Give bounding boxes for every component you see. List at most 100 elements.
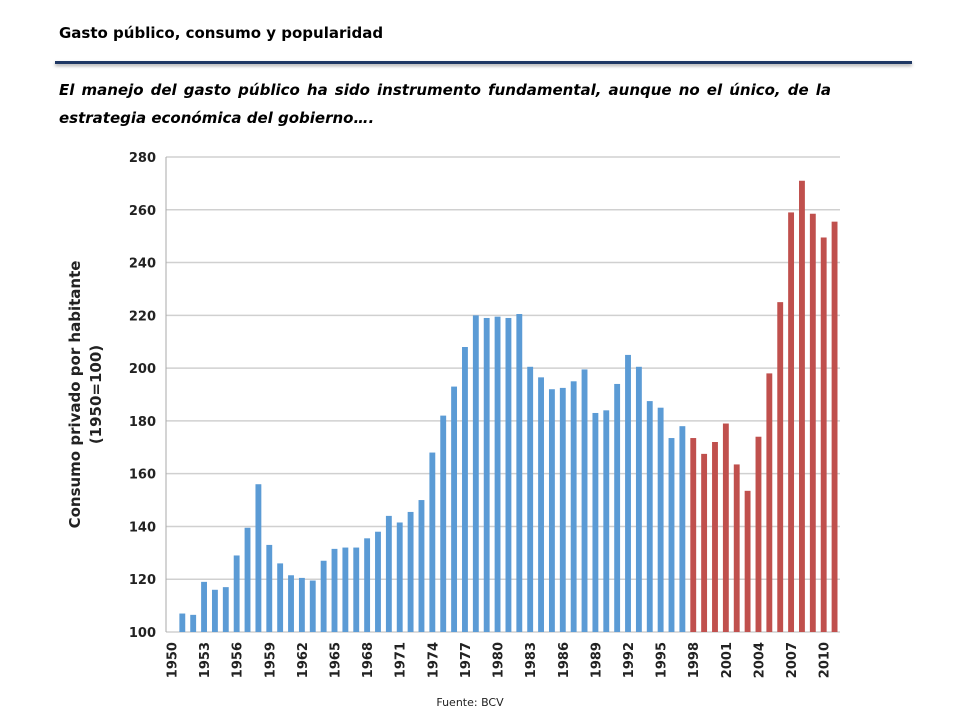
y-tick-label: 220 <box>129 309 156 324</box>
bar <box>375 531 381 632</box>
x-tick-label: 1998 <box>687 642 702 678</box>
bar <box>505 317 512 632</box>
bar <box>592 412 599 632</box>
bar <box>614 383 621 632</box>
bar <box>527 366 534 632</box>
bar <box>309 580 316 632</box>
bar <box>407 511 414 632</box>
y-axis-label: (1950=100) <box>87 345 105 444</box>
x-tick-label: 1953 <box>198 642 213 678</box>
bar <box>255 484 262 632</box>
bar <box>548 389 555 632</box>
x-tick-label: 1971 <box>394 642 409 678</box>
bar <box>451 386 458 632</box>
bar <box>364 538 371 632</box>
bar <box>462 347 468 632</box>
x-tick-label: 1950 <box>165 642 180 678</box>
y-tick-label: 180 <box>129 415 156 430</box>
x-tick-label: 1983 <box>524 642 539 678</box>
x-tick-label: 1980 <box>492 642 507 678</box>
y-axis-label: Consumo privado por habitante <box>66 261 84 529</box>
bar <box>570 381 577 632</box>
x-tick-label: 2001 <box>720 642 735 678</box>
bar <box>418 500 425 632</box>
x-tick-label: 1956 <box>231 642 246 678</box>
bar <box>277 563 284 632</box>
bar <box>603 410 610 632</box>
bar <box>733 464 740 632</box>
bar <box>581 369 588 632</box>
bar <box>690 438 697 632</box>
x-tick-label: 1995 <box>655 642 670 678</box>
bar <box>809 213 816 632</box>
x-tick-label: 1974 <box>426 642 441 678</box>
y-tick-label: 120 <box>129 573 156 588</box>
bar <box>288 575 294 632</box>
y-tick-label: 280 <box>129 151 156 166</box>
x-tick-label: 2007 <box>785 642 800 678</box>
bar <box>538 377 544 632</box>
bar <box>298 577 305 632</box>
bar <box>179 613 186 632</box>
bar <box>483 317 490 632</box>
y-tick-label: 140 <box>129 520 156 535</box>
slide-subtitle: El manejo del gasto público ha sido inst… <box>59 81 831 127</box>
bar <box>712 442 718 632</box>
slide-title: Gasto público, consumo y popularidad <box>59 24 384 42</box>
bar <box>679 426 686 632</box>
bar <box>320 560 327 632</box>
bar <box>211 589 218 632</box>
x-tick-label: 1968 <box>361 642 376 678</box>
x-tick-label: 1986 <box>557 642 572 678</box>
bar <box>244 527 251 632</box>
bar <box>201 581 207 632</box>
bar <box>646 401 653 632</box>
bar <box>429 452 436 632</box>
x-tick-label: 2004 <box>752 642 767 678</box>
bar <box>559 387 566 632</box>
bar <box>820 237 827 632</box>
x-tick-label: 2010 <box>818 642 833 678</box>
y-tick-label: 200 <box>129 362 156 377</box>
title-rule <box>55 61 912 64</box>
bar <box>668 438 675 632</box>
bar <box>788 212 795 632</box>
bar <box>831 221 838 632</box>
bar <box>385 515 392 632</box>
bar <box>625 354 631 632</box>
x-tick-label: 1977 <box>459 642 474 678</box>
y-tick-label: 260 <box>129 204 156 219</box>
bar <box>516 314 523 632</box>
bar <box>342 547 349 632</box>
bar <box>472 315 479 632</box>
bar <box>353 547 360 632</box>
bar <box>266 544 273 632</box>
bar <box>755 436 762 632</box>
x-tick-label: 1965 <box>329 642 344 678</box>
bar <box>331 548 338 632</box>
bar <box>657 407 664 632</box>
x-tick-label: 1962 <box>296 642 311 678</box>
bar <box>766 373 773 632</box>
x-tick-label: 1989 <box>589 642 604 678</box>
source: Fuente: BCV <box>436 696 504 709</box>
x-tick-label: 1959 <box>263 642 278 678</box>
y-tick-label: 160 <box>129 468 156 483</box>
bar <box>722 423 729 632</box>
bar <box>396 522 403 632</box>
bar <box>222 587 229 632</box>
bar <box>701 453 708 632</box>
bar <box>190 614 197 632</box>
y-tick-label: 240 <box>129 257 156 272</box>
bar <box>799 180 805 632</box>
bar <box>744 490 751 632</box>
bar <box>440 415 447 632</box>
x-tick-label: 1992 <box>622 642 637 678</box>
bar <box>494 316 501 632</box>
y-tick-label: 100 <box>129 626 156 641</box>
bar <box>777 302 784 632</box>
bar <box>635 366 642 632</box>
bar <box>233 555 240 632</box>
